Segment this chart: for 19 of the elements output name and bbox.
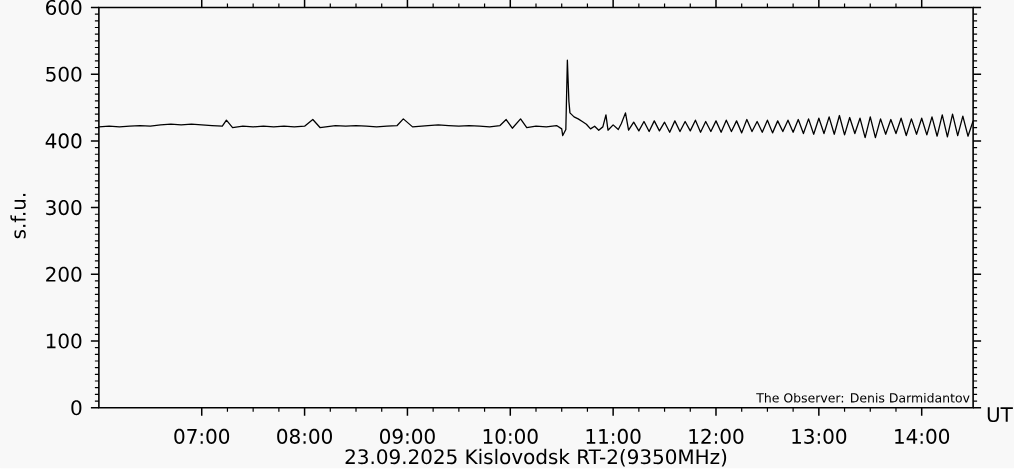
y-tick-label: 200 [46,267,82,283]
x-tick-label: 14:00 [895,429,950,445]
y-tick-label: 100 [46,333,82,349]
x-tick-label: 12:00 [689,429,744,445]
x-tick-label: 08:00 [277,429,332,445]
y-tick-label: 300 [46,200,82,216]
text: UT [987,407,1013,423]
x-tick-label: 09:00 [380,429,435,445]
y-tick-label: 500 [46,66,82,82]
x-axis-title: 23.09.2025 Kislovodsk RT-2(9350MHz) [345,449,727,467]
annotation: The Observer: Denis Darmidantov [756,393,970,403]
x-tick-label: 10:00 [483,429,538,445]
y-axis-title: s.f.u. [10,194,26,239]
x-tick-label: 11:00 [586,429,641,445]
y-tick-label: 400 [45,133,82,149]
x-tick-label: 07:00 [174,429,230,445]
x-tick-label: 13:00 [792,429,847,445]
y-tick-label: 0 [71,400,82,416]
y-tick-label: 600 [46,0,82,16]
